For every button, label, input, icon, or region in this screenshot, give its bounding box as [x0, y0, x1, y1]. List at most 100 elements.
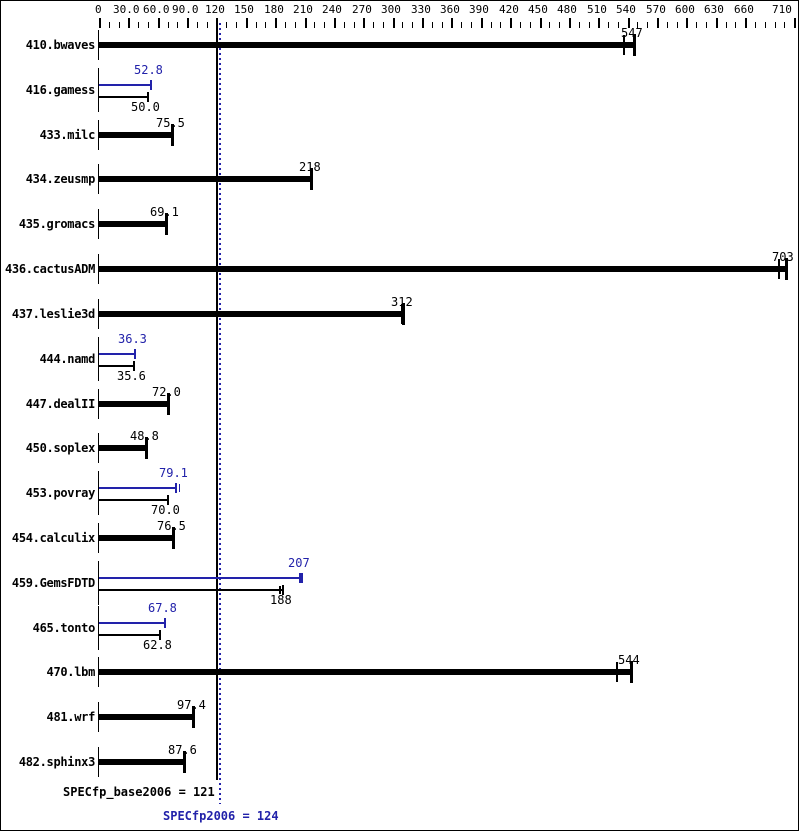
axis-major-tick: [393, 18, 395, 28]
peak-mean-label: SPECfp2006 = 124: [163, 809, 279, 823]
axis-major-tick: [481, 18, 483, 28]
base-mean-label: SPECfp_base2006 = 121: [63, 785, 215, 799]
benchmark-name: 436.cactusADM: [4, 262, 95, 276]
base-mean-line: [216, 20, 218, 780]
axis-major-tick: [745, 18, 747, 28]
base-bar-end-tick: [183, 751, 186, 773]
axis-tick-label: 150: [234, 3, 254, 16]
axis-tick-label: 540: [616, 3, 636, 16]
axis-tick-label: 330: [411, 3, 431, 16]
benchmark-name: 465.tonto: [32, 621, 96, 635]
axis-tick-label: 420: [499, 3, 519, 16]
axis-tick-label: 480: [557, 3, 577, 16]
axis-minor-tick: [207, 22, 208, 28]
base-bar: [99, 759, 185, 765]
axis-major-tick: [305, 18, 307, 28]
base-run-tick: [279, 586, 281, 594]
axis-minor-tick: [735, 22, 736, 28]
axis-minor-tick: [119, 22, 120, 28]
axis-minor-tick: [618, 22, 619, 28]
axis-tick-label: 60.0: [143, 3, 170, 16]
benchmark-name: 437.leslie3d: [11, 307, 95, 321]
axis-major-tick: [657, 18, 659, 28]
axis-minor-tick: [354, 22, 355, 28]
benchmark-name: 433.milc: [39, 128, 96, 142]
peak-run-tick: [179, 484, 180, 492]
base-bar: [99, 714, 194, 720]
peak-bar-end-tick: [134, 349, 136, 359]
axis-minor-tick: [344, 22, 345, 28]
peak-bar-end-tick: [299, 573, 303, 583]
base-bar: [99, 176, 312, 182]
base-bar-end-tick: [159, 630, 161, 640]
base-bar-end-tick: [171, 124, 174, 146]
benchmark-name: 470.lbm: [46, 665, 96, 679]
base-bar-end-tick: [167, 495, 169, 505]
axis-major-tick: [510, 18, 512, 28]
peak-bar: [99, 577, 302, 579]
base-value-label: 97.4: [177, 698, 206, 712]
base-run-tick: [623, 35, 625, 55]
row-origin-tick: [98, 164, 99, 194]
benchmark-name: 454.calculix: [11, 531, 95, 545]
axis-tick-label: 630: [704, 3, 724, 16]
row-origin-tick: [98, 389, 99, 419]
peak-bar-end-tick: [150, 80, 152, 90]
peak-value-label: 52.8: [134, 63, 163, 77]
axis-minor-tick: [148, 22, 149, 28]
axis-minor-tick: [647, 22, 648, 28]
axis-minor-tick: [784, 22, 785, 28]
base-run-tick: [401, 304, 403, 324]
axis-tick-label: 270: [352, 3, 372, 16]
base-bar: [99, 266, 787, 272]
base-bar-end-tick: [172, 527, 175, 549]
axis-tick-label: 90.0: [172, 3, 199, 16]
axis-minor-tick: [412, 22, 413, 28]
benchmark-name: 416.gamess: [25, 83, 96, 97]
axis-tick-label: 600: [675, 3, 695, 16]
base-bar: [99, 132, 173, 138]
axis-tick-label: 710: [772, 3, 792, 16]
base-value-label: 70.0: [151, 503, 180, 517]
base-value-label: 703: [772, 250, 794, 264]
peak-mean-line: [219, 23, 221, 804]
axis-minor-tick: [295, 22, 296, 28]
axis-major-tick: [451, 18, 453, 28]
base-bar-end-tick: [165, 213, 168, 235]
axis-minor-tick: [109, 22, 110, 28]
axis-tick-label: 570: [646, 3, 666, 16]
axis-tick-label: 660: [734, 3, 754, 16]
benchmark-name: 481.wrf: [46, 710, 96, 724]
row-origin-tick: [98, 337, 99, 381]
benchmark-name: 453.povray: [25, 486, 96, 500]
row-origin-tick: [98, 209, 99, 239]
base-value-label: 72.0: [152, 385, 181, 399]
base-value-label: 62.8: [143, 638, 172, 652]
axis-minor-tick: [442, 22, 443, 28]
row-origin-tick: [98, 433, 99, 463]
axis-minor-tick: [775, 22, 776, 28]
axis-minor-tick: [373, 22, 374, 28]
row-origin-tick: [98, 606, 99, 650]
axis-minor-tick: [432, 22, 433, 28]
axis-minor-tick: [256, 22, 257, 28]
axis-minor-tick: [138, 22, 139, 28]
base-bar-end-tick: [167, 393, 170, 415]
axis-minor-tick: [765, 22, 766, 28]
benchmark-name: 482.sphinx3: [18, 755, 95, 769]
row-origin-tick: [98, 30, 99, 60]
base-value-label: 87.6: [168, 743, 197, 757]
axis-major-tick: [716, 18, 718, 28]
base-bar-end-tick: [310, 168, 313, 190]
base-value-label: 218: [299, 160, 321, 174]
axis-major-tick: [686, 18, 688, 28]
base-value-label: 69.1: [150, 205, 179, 219]
peak-value-label: 67.8: [148, 601, 177, 615]
axis-tick-label: 30.0: [113, 3, 140, 16]
axis-tick-label: 180: [264, 3, 284, 16]
axis-tick-label: 240: [322, 3, 342, 16]
base-bar: [99, 445, 147, 451]
axis-tick-label: 360: [440, 3, 460, 16]
base-bar-end-tick: [633, 34, 636, 56]
